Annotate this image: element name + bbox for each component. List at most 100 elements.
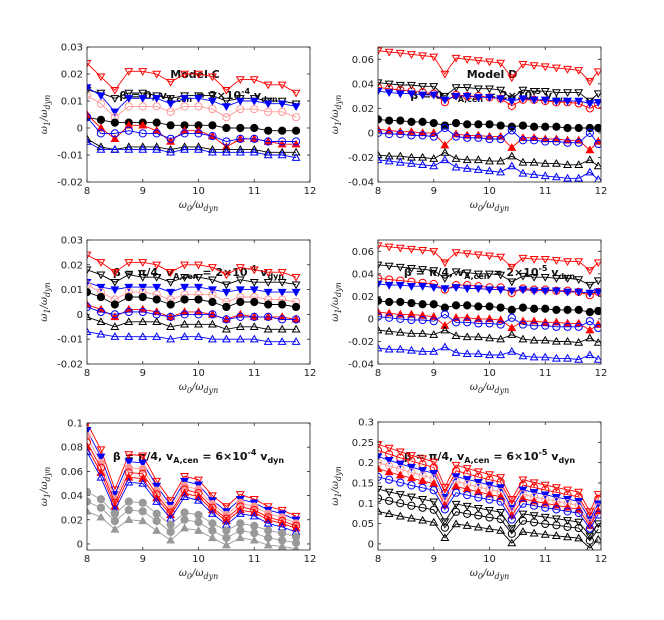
data-point-s1 <box>166 78 176 87</box>
data-point-s6 <box>166 136 176 145</box>
data-point-s8 <box>540 158 550 167</box>
data-point-s4 <box>451 284 461 292</box>
data-point-s3 <box>166 288 176 297</box>
panel-title: β = π/4, vA,cen = 6×10-5 vdyn <box>404 448 575 465</box>
data-point-s7 <box>396 130 405 139</box>
data-point-s9 <box>585 167 595 176</box>
data-point-s3 <box>96 92 106 101</box>
data-point-s2 <box>518 272 528 281</box>
data-point-s9 <box>418 160 428 169</box>
series-line-s9 <box>87 331 297 343</box>
data-point-s9 <box>263 540 273 549</box>
data-point-s7 <box>563 517 573 525</box>
data-point-s3 <box>221 103 231 112</box>
data-point-s1 <box>263 269 273 277</box>
plot-frame <box>377 239 602 365</box>
series-line-s1 <box>378 245 599 271</box>
data-point-s7 <box>552 322 561 331</box>
data-point-s2 <box>194 274 203 282</box>
series-line-s5 <box>87 116 297 132</box>
data-point-s7 <box>574 322 583 331</box>
data-point-s6 <box>541 503 550 512</box>
data-point-s1 <box>395 244 405 253</box>
data-point-s8 <box>574 160 584 169</box>
data-point-s2 <box>563 275 573 283</box>
data-point-s6 <box>384 125 394 134</box>
data-point-s8 <box>593 337 601 346</box>
data-point-s8 <box>166 322 176 330</box>
data-point-s5 <box>518 121 528 130</box>
data-point-s8 <box>180 319 190 328</box>
data-point-s1 <box>194 70 203 79</box>
data-point-s9 <box>462 521 472 529</box>
data-point-s4 <box>208 290 217 299</box>
data-point-s9 <box>440 155 450 164</box>
data-point-s1 <box>235 76 245 85</box>
data-point-s6 <box>496 497 505 506</box>
x-tick-label: 10 <box>483 368 496 379</box>
data-point-s7 <box>485 506 494 515</box>
data-point-s5 <box>574 305 583 314</box>
data-point-s9 <box>152 332 162 340</box>
data-point-s7 <box>585 128 594 138</box>
y-tick-label: 0.1 <box>358 499 374 510</box>
y-tick-label: 0.25 <box>352 438 374 449</box>
data-point-s1 <box>563 65 573 74</box>
data-point-s1 <box>124 259 134 267</box>
data-point-s6 <box>291 139 301 148</box>
data-point-s6 <box>124 477 134 486</box>
data-point-s1 <box>585 267 595 276</box>
data-point-s9 <box>249 334 259 343</box>
data-point-s9 <box>462 163 472 172</box>
data-point-s5 <box>518 494 528 502</box>
series-group <box>87 251 301 345</box>
data-point-s9 <box>87 136 92 145</box>
data-point-s2 <box>440 275 450 283</box>
data-point-s7 <box>473 504 483 513</box>
data-point-s4 <box>585 100 595 109</box>
data-point-s6 <box>291 314 301 323</box>
data-point-s6 <box>235 509 245 517</box>
data-point-s1 <box>518 476 528 485</box>
data-point-s8 <box>507 330 517 338</box>
series-line-s8 <box>87 501 297 544</box>
data-point-s7 <box>474 319 483 328</box>
series-line-s5 <box>87 446 297 529</box>
chart-panel-2: β = 0, vA,cen = 2×10-5 vdyn89101112-0.04… <box>330 46 607 213</box>
data-point-s6 <box>585 145 595 154</box>
data-point-s5 <box>530 304 539 313</box>
data-point-s7 <box>166 134 175 143</box>
data-point-s1 <box>485 58 494 67</box>
data-point-s1 <box>540 255 550 264</box>
data-point-s1 <box>180 70 190 79</box>
data-point-s8 <box>507 151 517 160</box>
data-point-s2 <box>378 79 383 88</box>
data-point-s1 <box>406 245 416 254</box>
data-point-s9 <box>378 343 383 352</box>
data-point-s5 <box>291 126 301 135</box>
data-point-s7 <box>551 515 561 524</box>
data-point-s8 <box>440 523 449 532</box>
data-point-s1 <box>574 488 584 497</box>
data-point-s1 <box>518 60 528 69</box>
data-point-s1 <box>249 266 259 275</box>
data-point-s9 <box>418 515 428 524</box>
data-point-s5 <box>594 306 601 316</box>
data-point-s9 <box>418 346 428 355</box>
data-point-s7 <box>395 491 405 499</box>
data-point-s2 <box>395 81 405 90</box>
data-point-s3 <box>277 288 287 297</box>
data-point-s8 <box>518 157 528 166</box>
data-point-s1 <box>540 63 550 72</box>
data-point-s1 <box>593 259 601 268</box>
data-point-s5 <box>236 297 245 307</box>
data-point-s4 <box>180 102 189 111</box>
data-point-s8 <box>540 335 550 344</box>
data-point-s7 <box>236 134 245 143</box>
x-tick-label: 10 <box>192 368 205 379</box>
data-point-s2 <box>518 86 528 95</box>
data-point-s8 <box>473 332 483 341</box>
series-line-s3 <box>87 87 297 113</box>
data-point-s2 <box>180 274 190 282</box>
y-tick-label: 0.1 <box>67 419 83 430</box>
